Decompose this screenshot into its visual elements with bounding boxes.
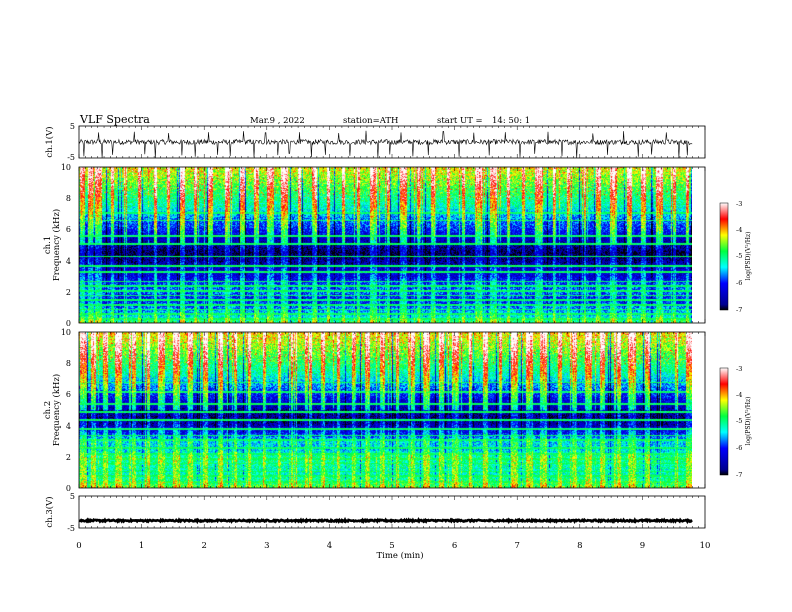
ch1-ytick-top: 5 [70,122,75,131]
time-tick-label-10: 10 [700,541,711,551]
ch2-cbar-tick-4: -4 [736,391,742,399]
ch2-spectrogram-ylabel-freq: Frequency (kHz) [51,374,62,446]
time-axis-ticks [78,126,706,528]
ch1-ytick-bottom: -5 [67,153,75,162]
ch3-waveform-trace [78,516,693,525]
time-tick-label-9: 9 [640,541,645,551]
ch3-ytick-bottom: -5 [67,524,75,533]
time-tick-label-8: 8 [577,541,582,551]
ch2-spectrogram-yticks: 0 2 4 6 8 10 [61,328,71,493]
ch1-spec-ytick-6: 6 [66,225,71,234]
time-tick-label-1: 1 [139,541,144,551]
ch1-spec-ytick-0: 0 [66,319,71,328]
ch1-cbar-tick-7: -7 [736,306,742,314]
ch3-waveform-frame [78,495,706,529]
ch2-spec-ytick-8: 8 [66,359,71,368]
ch2-spec-ytick-10: 10 [61,328,71,337]
ch1-waveform-panel: 5 -5 ch.1(V) [44,122,706,162]
ch2-spectrogram-ylabel-channel: ch.2 [43,401,53,419]
ch1-colorbar-scale [719,202,729,311]
ch1-waveform-ylabel: ch.1(V) [44,126,55,157]
ch3-waveform-ylabel: ch.3(V) [44,496,55,527]
ch2-spec-ytick-4: 4 [66,422,71,431]
header-start-time: 14: 50: 1 [492,116,530,126]
ch2-spectrogram-panel: 0 2 4 6 8 10 ch.2 Frequency (kHz) -3 -4 … [43,328,752,493]
ch2-spectrogram-ylabel-2: Frequency (kHz) [51,374,62,446]
ch2-spectrogram-image [79,332,692,488]
ch1-cbar-tick-5: -5 [736,252,742,260]
time-tick-label-2: 2 [201,541,206,551]
ch1-spectrogram-ylabel-2: Frequency (kHz) [51,209,62,281]
ch1-cbar-tick-6: -6 [736,279,742,287]
ch1-spectrogram-panel: 0 2 4 6 8 10 ch.1 Frequency (kHz) -3 -4 … [43,163,752,328]
ch2-colorbar-scale [719,367,729,476]
ch2-cbar-tick-3: -3 [736,365,742,373]
ch2-colorbar: -3 -4 -5 -6 -7 log(PSD)(V²/Hz) [719,365,752,479]
time-tick-label-4: 4 [327,541,332,551]
ch1-colorbar-label: log(PSD)(V²/Hz) [745,232,752,281]
time-tick-label-0: 0 [76,541,81,551]
ch1-spec-ytick-10: 10 [61,163,71,172]
ch1-spec-ytick-2: 2 [66,288,71,297]
header-start-label: start UT = [437,116,483,126]
ch2-cbar-tick-6: -6 [736,444,742,452]
ch1-spectrogram-ylabel-channel: ch.1 [43,236,53,254]
ch2-cbar-tick-5: -5 [736,417,742,425]
ch2-colorbar-label: log(PSD)(V²/Hz) [745,397,752,446]
ch1-spectrogram-ylabel: ch.1 [43,236,53,254]
ch3-waveform-panel: 5 -5 ch.3(V) [44,492,706,533]
time-tick-label-6: 6 [452,541,457,551]
time-tick-label-3: 3 [264,541,269,551]
header-date: Mar.9 , 2022 [250,116,305,126]
figure-title: VLF Spectra [79,113,150,126]
ch2-spectrogram-ylabel: ch.2 [43,401,53,419]
ch2-spec-ytick-6: 6 [66,390,71,399]
ch2-cbar-tick-7: -7 [736,471,742,479]
ch1-waveform-trace [78,130,693,159]
time-tick-label-5: 5 [389,541,394,551]
ch1-spectrogram-image [79,167,692,323]
time-tick-label-7: 7 [514,541,519,551]
ch1-spec-ytick-8: 8 [66,194,71,203]
ch1-spectrogram-ylabel-freq: Frequency (kHz) [51,209,62,281]
time-axis-tick-labels: 0 1 2 3 4 5 6 7 8 9 10 [76,541,710,551]
ch1-colorbar: -3 -4 -5 -6 -7 log(PSD)(V²/Hz) [719,200,752,314]
ch1-spec-ytick-4: 4 [66,257,71,266]
ch1-spectrogram-yticks: 0 2 4 6 8 10 [61,163,71,328]
ch1-cbar-tick-3: -3 [736,200,742,208]
ch2-spec-ytick-2: 2 [66,453,71,462]
ch1-cbar-tick-4: -4 [736,226,742,234]
header-station: station=ATH [343,116,398,126]
time-axis-label: Time (min) [376,550,423,561]
ch2-spec-ytick-0: 0 [66,484,71,493]
ch3-ytick-top: 5 [70,492,75,501]
